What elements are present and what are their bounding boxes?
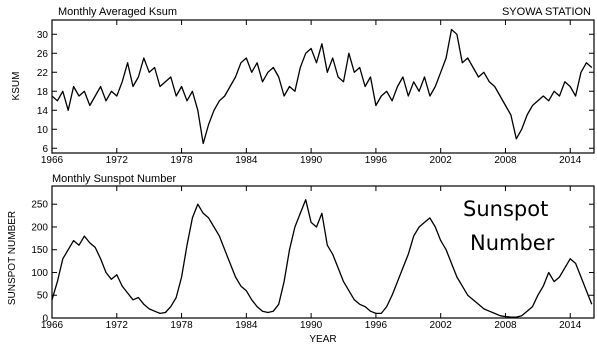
sunspot-x-axis-label: YEAR: [309, 334, 336, 344]
ksum-y-tick-label: 22: [37, 68, 49, 79]
sunspot-x-tick-label: 1966: [41, 320, 64, 331]
ksum-y-tick-label: 10: [37, 125, 49, 136]
sunspot-series-line-group: [51, 199, 593, 318]
ksum-x-tick-label: 2002: [430, 155, 453, 166]
sunspot-x-tick-label: 2008: [494, 320, 517, 331]
ksum-x-tick-labels: 1966 1972 1978 1984 1990 1996 2002 2008 2014: [41, 155, 582, 166]
ksum-x-tick-label: 1996: [365, 155, 388, 166]
sunspot-y-tick-labels: 0 50 100 150 200 250: [31, 200, 48, 325]
sunspot-panel: 0 50 100 150 200 250 1966 1972 1978 1984 1990 1996…: [7, 173, 595, 344]
ksum-title: Monthly Averaged Ksum: [58, 6, 177, 18]
ksum-y-tick-label: 30: [37, 30, 49, 41]
sunspot-tick-marks: [51, 186, 594, 319]
ksum-x-tick-label: 1984: [235, 155, 258, 166]
ksum-x-tick-label: 1990: [300, 155, 323, 166]
sunspot-plot-frame: [51, 185, 595, 319]
ksum-y-tick-labels: 6 10 14 18 22 26 30: [37, 30, 49, 155]
ksum-plot-frame: [51, 19, 595, 154]
sunspot-x-tick-label: 1990: [300, 320, 323, 331]
ksum-tick-marks: [51, 20, 594, 153]
sunspot-x-tick-label: 2014: [559, 320, 582, 331]
sunspot-series-line: [51, 199, 593, 318]
ksum-y-axis-label: KSUM: [11, 72, 22, 101]
ksum-x-tick-label: 1972: [106, 155, 129, 166]
ksum-series-line-group: [51, 28, 593, 145]
sunspot-y-tick-label: 150: [31, 245, 48, 256]
sunspot-y-tick-label: 0: [42, 314, 48, 325]
ksum-x-tick-label: 1978: [170, 155, 193, 166]
sunspot-annotation-line-2: Number: [470, 231, 555, 255]
sunspot-x-tick-label: 1984: [235, 320, 258, 331]
ksum-x-tick-label: 1966: [41, 155, 64, 166]
sunspot-title: Monthly Sunspot Number: [52, 173, 176, 185]
ksum-y-tick-label: 14: [37, 106, 49, 117]
ksum-y-tick-label: 26: [37, 49, 49, 60]
sunspot-y-tick-label: 200: [31, 222, 48, 233]
ksum-x-tick-label: 2014: [559, 155, 582, 166]
ksum-station-label: SYOWA STATION: [502, 6, 591, 18]
sunspot-x-tick-label: 1972: [106, 320, 129, 331]
sunspot-x-tick-label: 1978: [170, 320, 193, 331]
ksum-series-line: [51, 28, 593, 145]
sunspot-x-tick-labels: 1966 1972 1978 1984 1990 1996 2002 2008 2014: [41, 320, 582, 331]
sunspot-x-tick-label: 2002: [430, 320, 453, 331]
ksum-y-tick-label: 6: [42, 144, 48, 155]
sunspot-y-axis-label: SUNSPOT NUMBER: [7, 211, 18, 305]
sunspot-annotation-line-1: Sunspot: [463, 197, 548, 221]
ksum-y-tick-label: 18: [37, 87, 49, 98]
sunspot-y-tick-label: 250: [31, 200, 48, 211]
sunspot-x-tick-label: 1996: [365, 320, 388, 331]
ksum-panel: 6 10 14 18 22 26 30 1966 1972 1978 1984 1990 1996 20…: [11, 6, 595, 166]
sunspot-y-tick-label: 100: [31, 268, 48, 279]
ksum-x-tick-label: 2008: [494, 155, 517, 166]
sunspot-y-tick-label: 50: [37, 291, 49, 302]
